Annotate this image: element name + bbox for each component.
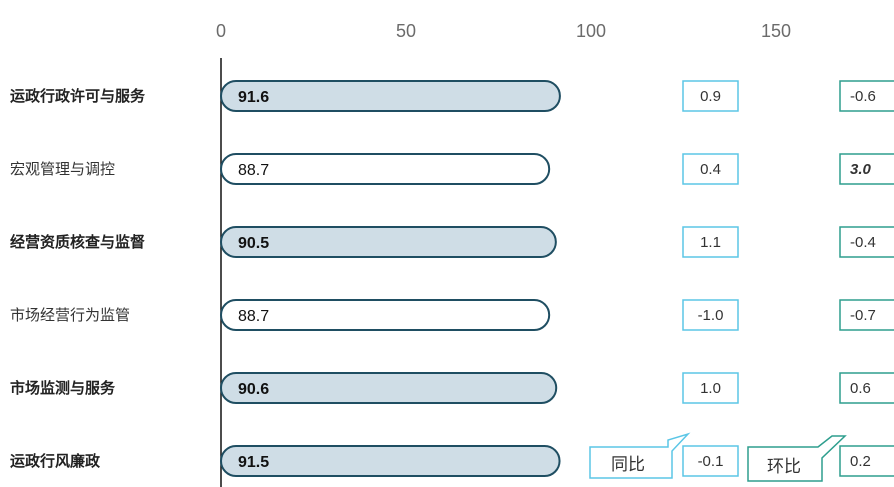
mom-box bbox=[839, 445, 894, 477]
yoy-box bbox=[682, 80, 739, 112]
yoy-value-label: 0.4 bbox=[700, 161, 721, 178]
category-label: 运政行政许可与服务 bbox=[10, 87, 146, 105]
mom-value-label: 0.2 bbox=[850, 453, 871, 470]
yoy-callout-shape bbox=[589, 432, 691, 479]
mom-value-label: -0.7 bbox=[850, 307, 876, 324]
category-label: 运政行风廉政 bbox=[10, 452, 101, 470]
yoy-box bbox=[682, 299, 739, 331]
yoy-box bbox=[682, 445, 739, 477]
yoy-value-label: 1.0 bbox=[700, 380, 721, 397]
bar bbox=[220, 372, 558, 404]
bar bbox=[220, 445, 561, 477]
mom-value-label: -0.4 bbox=[850, 234, 876, 251]
mom-value-label: -0.6 bbox=[850, 88, 876, 105]
bar-value-label: 91.6 bbox=[238, 89, 269, 106]
bar bbox=[220, 299, 551, 331]
yoy-value-label: -1.0 bbox=[698, 307, 724, 324]
mom-callout-label: 环比 bbox=[767, 457, 801, 476]
category-label: 宏观管理与调控 bbox=[10, 161, 115, 178]
yoy-box bbox=[682, 226, 739, 258]
bar-value-label: 90.5 bbox=[238, 235, 269, 252]
bar-value-label: 88.7 bbox=[238, 162, 269, 179]
bar bbox=[220, 226, 557, 258]
yoy-box bbox=[682, 372, 739, 404]
bar-value-label: 91.5 bbox=[238, 454, 269, 471]
yoy-value-label: -0.1 bbox=[698, 453, 724, 470]
category-label: 市场监测与服务 bbox=[10, 379, 116, 397]
yoy-value-label: 0.9 bbox=[700, 88, 721, 105]
x-tick-label: 0 bbox=[216, 21, 226, 41]
yoy-callout-label: 同比 bbox=[611, 455, 645, 474]
category-label: 市场经营行为监管 bbox=[10, 307, 130, 324]
bar bbox=[220, 153, 551, 185]
mom-value-label: 0.6 bbox=[850, 380, 871, 397]
mom-value-label: 3.0 bbox=[850, 161, 872, 178]
bar-value-label: 88.7 bbox=[238, 308, 269, 325]
x-tick-label: 50 bbox=[396, 21, 416, 41]
yoy-value-label: 1.1 bbox=[700, 234, 721, 251]
yoy-box bbox=[682, 153, 739, 185]
mom-box bbox=[839, 372, 894, 404]
x-tick-label: 100 bbox=[576, 21, 606, 41]
mom-box bbox=[839, 299, 894, 331]
mom-callout-shape bbox=[747, 435, 847, 482]
mom-box bbox=[839, 226, 894, 258]
mom-box bbox=[839, 80, 894, 112]
category-label: 经营资质核查与监督 bbox=[10, 233, 145, 251]
x-tick-label: 150 bbox=[761, 21, 791, 41]
mom-box bbox=[839, 153, 894, 185]
bar bbox=[220, 80, 561, 112]
bar-value-label: 90.6 bbox=[238, 381, 269, 398]
